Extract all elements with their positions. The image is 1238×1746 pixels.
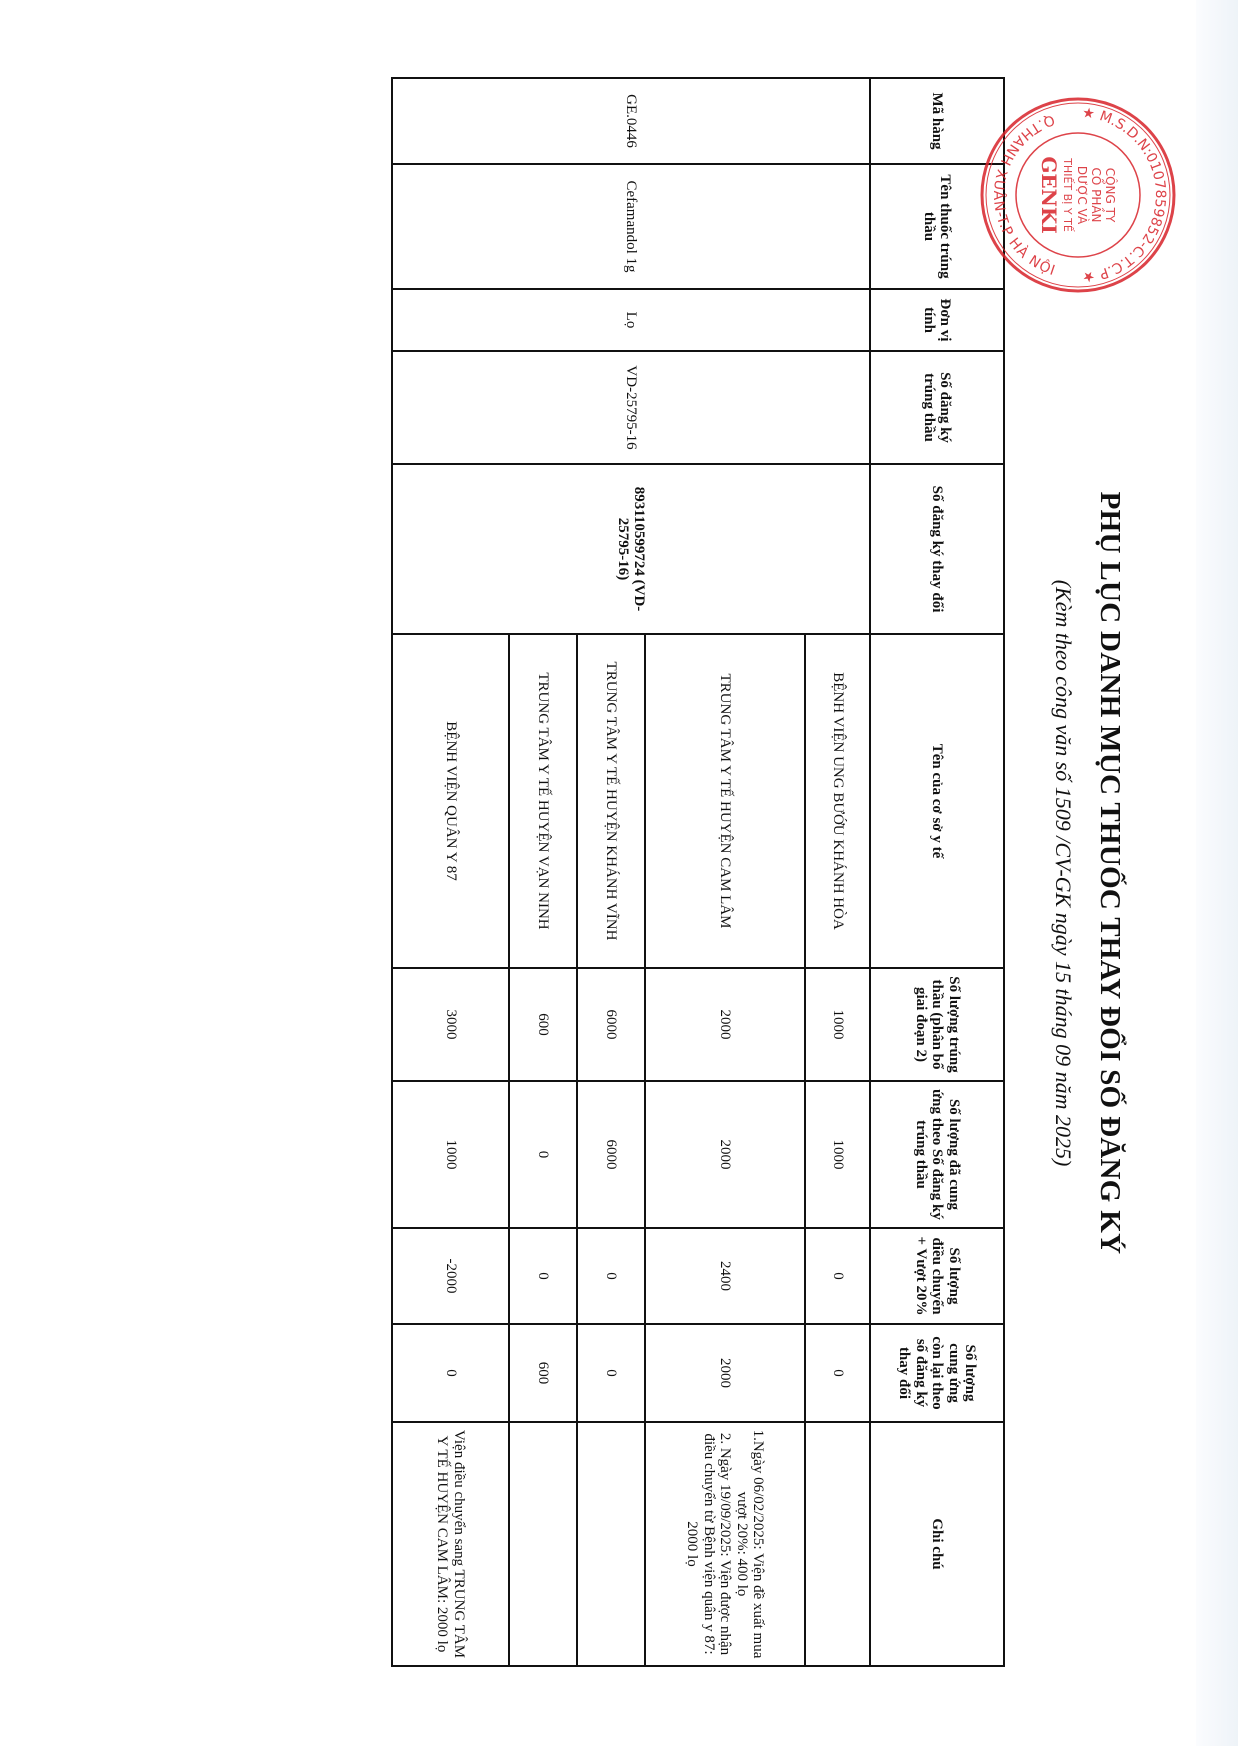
remaining-qty: 0 [392, 1324, 509, 1422]
facility-name: TRUNG TÂM Y TẾ HUYỆN KHÁNH VĨNH [577, 634, 645, 968]
note [509, 1422, 577, 1666]
registration-won: VD-25795-16 [392, 351, 870, 464]
header-cell: Tên của cơ sở y tế [870, 634, 1004, 968]
header-row: Mã hàng Tên thuốc trúng thầu Đơn vị tính… [870, 78, 1004, 1666]
note [805, 1422, 870, 1666]
remaining-qty: 600 [509, 1324, 577, 1422]
document-subtitle: (Kèm theo công văn số 1509 /CV-GK ngày 1… [1051, 579, 1076, 1167]
transfer-qty: 0 [805, 1228, 870, 1324]
remaining-qty: 2000 [645, 1324, 805, 1422]
supplied-qty: 1000 [392, 1081, 509, 1228]
facility-name: BỆNH VIỆN QUÂN Y 87 [392, 634, 509, 968]
stamp-inner-line: DƯỢC VÀ [1075, 166, 1090, 225]
header-cell: Ghi chú [870, 1422, 1004, 1666]
facility-name: BỆNH VIỆN UNG BƯỚU KHÁNH HÒA [805, 634, 870, 968]
product-code: GE.0446 [392, 78, 870, 164]
company-stamp: ★ M.S.D.N:0107859852-C.T.C.P ★ Q.THANH X… [980, 97, 1176, 293]
table-row: GE.0446 Cefamandol 1g Lọ VD-25795-16 893… [392, 78, 870, 1666]
header-cell: Tên thuốc trúng thầu [870, 164, 1004, 289]
header-cell: Số lượng cung ứng còn lại theo số đăng k… [870, 1324, 1004, 1422]
transfer-qty: -2000 [392, 1228, 509, 1324]
note: Viện điều chuyển sang TRUNG TÂM Y TẾ HUY… [392, 1422, 509, 1666]
transfer-qty: 2400 [645, 1228, 805, 1324]
transfer-qty: 0 [577, 1228, 645, 1324]
header-cell: Số lượng trúng thầu (phân bổ giai đoạn 2… [870, 968, 1004, 1081]
note [577, 1422, 645, 1666]
registration-new: 893110599724 (VD-25795-16) [392, 464, 870, 634]
document-title: PHỤ LỤC DANH MỤC THUỐC THAY ĐỔI SỐ ĐĂNG … [1094, 491, 1126, 1255]
header-cell: Số đăng ký thay đổi [870, 464, 1004, 634]
awarded-qty: 6000 [577, 968, 645, 1081]
note: 1.Ngày 06/02/2025: Viện đề xuất mua vượt… [645, 1422, 805, 1666]
supplied-qty: 6000 [577, 1081, 645, 1228]
remaining-qty: 0 [805, 1324, 870, 1422]
awarded-qty: 600 [509, 968, 577, 1081]
transfer-qty: 0 [509, 1228, 577, 1324]
facility-name: TRUNG TÂM Y TẾ HUYỆN CAM LÂM [645, 634, 805, 968]
awarded-qty: 1000 [805, 968, 870, 1081]
facility-name: TRUNG TÂM Y TẾ HUYỆN VẠN NINH [509, 634, 577, 968]
supplied-qty: 1000 [805, 1081, 870, 1228]
header-cell: Số đăng ký trúng thầu [870, 351, 1004, 464]
awarded-qty: 2000 [645, 968, 805, 1081]
supplied-qty: 0 [509, 1081, 577, 1228]
header-cell: Mã hàng [870, 78, 1004, 164]
supplied-qty: 2000 [645, 1081, 805, 1228]
scan-edge [1196, 0, 1238, 1746]
header-cell: Đơn vị tính [870, 289, 1004, 351]
header-cell: Số lượng điều chuyển + Vượt 20% [870, 1228, 1004, 1324]
drug-table: Mã hàng Tên thuốc trúng thầu Đơn vị tính… [391, 77, 1005, 1667]
header-cell: Số lượng đã cung ứng theo Số đăng ký trú… [870, 1081, 1004, 1228]
remaining-qty: 0 [577, 1324, 645, 1422]
product-unit: Lọ [392, 289, 870, 351]
product-name: Cefamandol 1g [392, 164, 870, 289]
awarded-qty: 3000 [392, 968, 509, 1081]
